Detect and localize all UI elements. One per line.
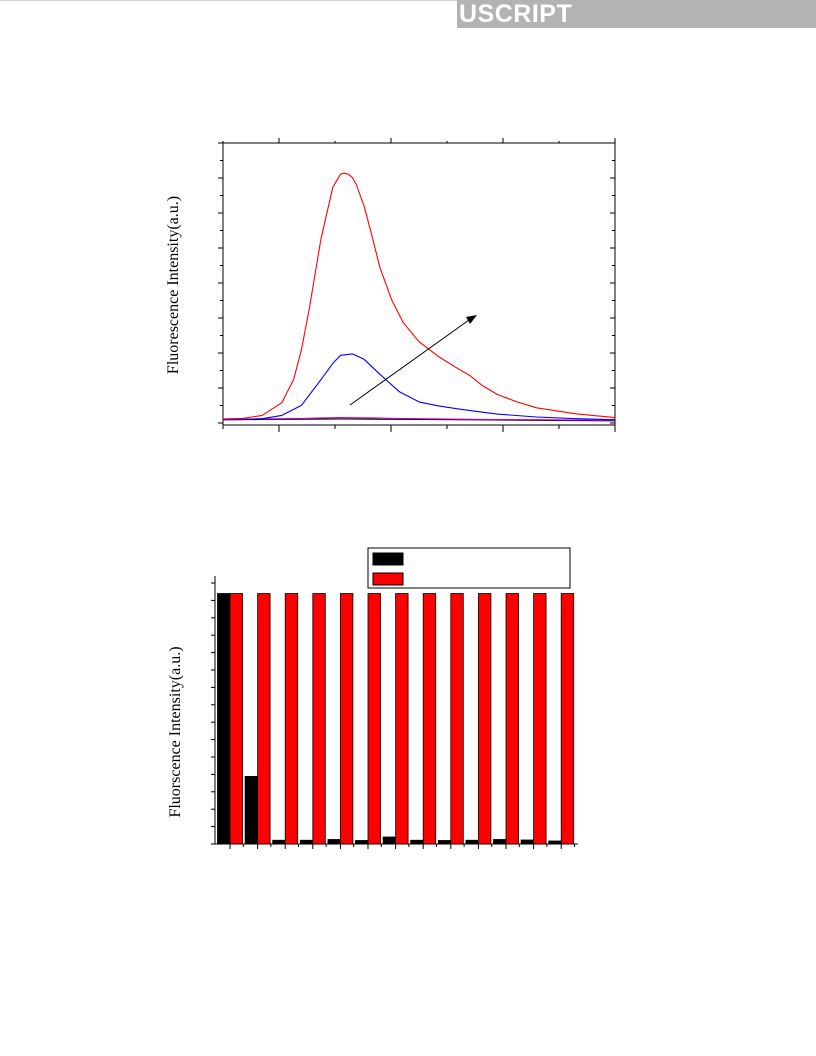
bar-red-1 [229,593,243,845]
bar-black-9 [437,840,452,845]
bar-black-6 [355,840,369,845]
bar-chart-y-axis-label: Fluorscence Intensity(a.u.) [167,646,184,817]
bar-red-7 [395,593,409,845]
bar-black-13 [548,840,562,845]
spectrum-line-3 [222,172,616,420]
bar-red-9 [450,593,464,845]
bar-red-11 [505,593,519,845]
watermark-banner: USCRIPT [457,0,816,28]
spectrum-line-2 [222,353,616,421]
line-chart-annotation [349,315,477,406]
bar-red-5 [339,593,354,845]
bar-black-7 [382,836,397,845]
bar-black-8 [410,839,424,845]
bar-black-10 [465,839,479,845]
legend-swatch-black [372,552,404,566]
bar-black-1 [217,593,231,845]
bar-black-4 [299,839,314,845]
bar-chart-bars [217,593,575,845]
spectrum-line-0 [222,418,616,422]
bar-red-2 [257,593,271,845]
line-chart-frame [222,142,616,426]
bar-chart-legend [367,547,571,589]
line-chart-series [222,172,616,422]
bar-red-4 [312,593,326,845]
bar-red-8 [422,593,437,845]
line-chart-plot-border [222,142,616,426]
line-chart-ticks [218,138,616,432]
bar-red-10 [477,593,492,845]
trend-arrow-head [466,315,477,324]
bar-red-3 [284,593,299,845]
bar-black-11 [493,839,507,845]
bar-chart-ticks [211,582,575,849]
page-top-rule [0,0,816,1]
bar-black-5 [327,839,341,845]
bar-red-12 [533,593,547,845]
spectrum-line-1 [222,417,616,421]
bar-black-12 [520,839,534,845]
bar-red-13 [560,593,575,845]
bar-black-3 [272,839,286,845]
line-chart-y-axis-label: Fluorescence Intensity(a.u.) [165,196,182,374]
trend-arrow-shaft [349,319,470,406]
bar-black-2 [244,775,259,845]
bar-red-6 [367,593,381,845]
legend-swatch-red [372,572,404,586]
